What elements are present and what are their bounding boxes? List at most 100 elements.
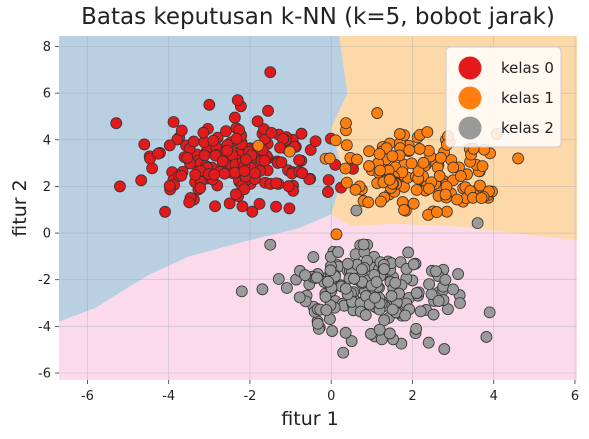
data-point-kelas-1 xyxy=(398,204,410,216)
data-point-kelas-2 xyxy=(439,273,452,286)
data-point-kelas-0 xyxy=(216,155,229,168)
data-point-kelas-2 xyxy=(337,346,350,359)
data-point-kelas-2 xyxy=(299,269,311,282)
data-point-kelas-0 xyxy=(240,153,252,166)
data-point-kelas-0 xyxy=(220,125,232,138)
data-point-kelas-0 xyxy=(187,135,200,148)
data-point-kelas-1 xyxy=(475,192,488,204)
data-point-kelas-1 xyxy=(374,195,387,208)
x-tick-label: 0 xyxy=(327,389,335,404)
data-point-kelas-0 xyxy=(230,132,243,145)
data-point-kelas-1 xyxy=(433,170,446,182)
data-point-kelas-0 xyxy=(221,144,234,157)
data-point-kelas-2 xyxy=(359,309,372,321)
data-point-kelas-0 xyxy=(322,174,335,186)
data-point-kelas-0 xyxy=(249,167,262,180)
data-point-kelas-2 xyxy=(326,325,339,337)
data-point-kelas-0 xyxy=(238,165,251,177)
legend-marker xyxy=(458,86,482,110)
legend-label: kelas 1 xyxy=(501,89,554,107)
data-point-kelas-0 xyxy=(253,197,266,210)
x-tick-label: -6 xyxy=(81,389,94,404)
data-point-kelas-1 xyxy=(417,156,430,169)
data-point-kelas-0 xyxy=(152,147,165,160)
data-point-kelas-0 xyxy=(236,200,249,213)
data-point-kelas-2 xyxy=(378,263,391,275)
data-point-kelas-2 xyxy=(339,282,352,295)
data-point-kelas-2 xyxy=(480,331,493,343)
data-point-kelas-2 xyxy=(281,282,293,294)
data-point-kelas-1 xyxy=(323,152,336,165)
data-point-kelas-0 xyxy=(110,117,123,130)
y-tick-label: 4 xyxy=(43,133,51,148)
data-point-kelas-2 xyxy=(341,257,354,270)
x-axis-label: fitur 1 xyxy=(281,408,338,430)
data-point-kelas-0 xyxy=(270,177,282,190)
data-point-kelas-1 xyxy=(451,193,463,206)
data-point-kelas-0 xyxy=(194,182,207,194)
data-point-kelas-1 xyxy=(403,144,416,157)
data-point-kelas-2 xyxy=(471,217,484,230)
data-point-kelas-2 xyxy=(293,291,306,304)
legend-label: kelas 2 xyxy=(501,119,554,137)
data-point-kelas-1 xyxy=(476,160,489,173)
data-point-kelas-2 xyxy=(339,326,352,339)
data-point-kelas-0 xyxy=(197,126,210,139)
data-point-kelas-1 xyxy=(340,139,353,152)
data-point-kelas-0 xyxy=(258,154,271,167)
data-point-kelas-0 xyxy=(228,111,241,124)
data-point-kelas-0 xyxy=(207,134,220,147)
data-point-kelas-0 xyxy=(218,167,231,180)
data-point-kelas-2 xyxy=(385,290,398,302)
data-point-kelas-1 xyxy=(330,228,343,241)
data-point-kelas-1 xyxy=(349,183,362,196)
data-point-kelas-0 xyxy=(167,116,180,128)
data-point-kelas-0 xyxy=(275,156,288,169)
data-point-kelas-2 xyxy=(256,283,269,296)
data-point-kelas-0 xyxy=(183,196,196,209)
data-point-kelas-0 xyxy=(251,115,264,128)
data-point-kelas-0 xyxy=(189,168,202,181)
data-point-kelas-2 xyxy=(348,272,360,285)
data-point-kelas-0 xyxy=(283,202,296,215)
data-point-kelas-1 xyxy=(383,173,396,186)
data-point-kelas-2 xyxy=(324,264,337,277)
data-point-kelas-1 xyxy=(421,126,434,138)
data-point-kelas-1 xyxy=(434,151,447,164)
data-point-kelas-1 xyxy=(405,157,418,170)
data-point-kelas-2 xyxy=(432,295,445,307)
legend-marker xyxy=(458,56,482,80)
y-tick-label: 0 xyxy=(43,227,51,242)
x-tick-label: 4 xyxy=(490,389,498,404)
data-point-kelas-1 xyxy=(386,150,399,163)
data-point-kelas-2 xyxy=(272,273,285,285)
data-point-kelas-1 xyxy=(474,179,486,192)
data-point-kelas-2 xyxy=(454,297,466,310)
data-point-kelas-1 xyxy=(373,148,386,160)
data-point-kelas-0 xyxy=(265,126,278,139)
x-tick-label: 6 xyxy=(571,389,579,404)
data-point-kelas-2 xyxy=(264,238,277,251)
y-tick-label: -4 xyxy=(38,320,51,335)
data-point-kelas-2 xyxy=(452,268,464,280)
data-point-kelas-2 xyxy=(414,305,427,318)
data-point-kelas-2 xyxy=(438,343,451,355)
data-point-kelas-2 xyxy=(350,204,363,217)
data-point-kelas-1 xyxy=(423,182,435,195)
data-point-kelas-2 xyxy=(423,278,435,290)
data-point-kelas-2 xyxy=(235,285,248,298)
data-point-kelas-0 xyxy=(135,174,148,187)
data-point-kelas-2 xyxy=(370,276,383,288)
data-point-kelas-0 xyxy=(114,180,126,193)
data-point-kelas-0 xyxy=(293,154,305,167)
data-point-kelas-0 xyxy=(223,197,236,210)
data-point-kelas-2 xyxy=(399,309,412,322)
data-point-kelas-1 xyxy=(283,145,296,158)
data-point-kelas-0 xyxy=(138,138,151,151)
data-point-kelas-2 xyxy=(410,322,423,335)
data-point-kelas-2 xyxy=(389,276,402,289)
data-point-kelas-0 xyxy=(309,135,322,148)
data-point-kelas-0 xyxy=(163,139,176,152)
y-tick-label: -2 xyxy=(38,273,51,288)
data-point-kelas-0 xyxy=(296,167,309,179)
